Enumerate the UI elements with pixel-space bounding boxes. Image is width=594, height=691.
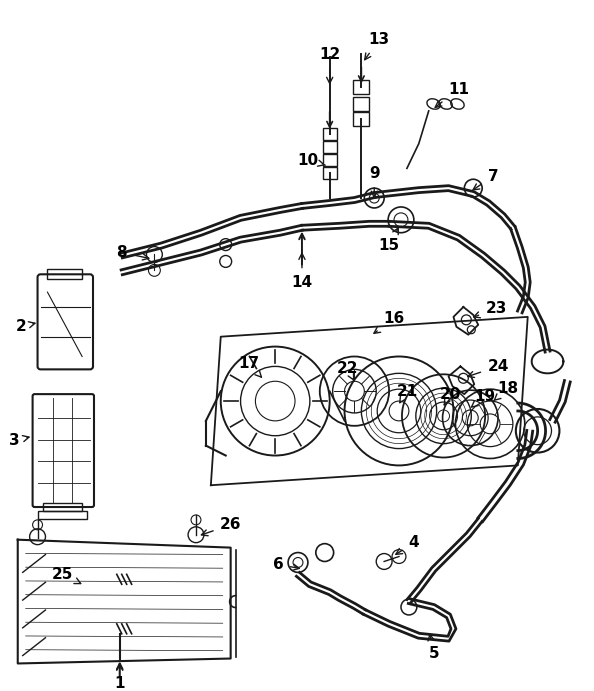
Text: 19: 19 [472, 388, 496, 407]
Text: 13: 13 [365, 32, 390, 59]
Text: 14: 14 [292, 254, 312, 290]
Text: 9: 9 [369, 166, 380, 198]
Text: 24: 24 [468, 359, 508, 377]
Text: 22: 22 [337, 361, 358, 380]
Bar [37, 511, 87, 519]
Text: 5: 5 [428, 634, 439, 661]
Text: 6: 6 [273, 557, 299, 572]
Text: 18: 18 [493, 381, 519, 401]
Bar [323, 140, 337, 153]
Text: 25: 25 [52, 567, 81, 584]
Bar [353, 80, 369, 94]
Text: 23: 23 [473, 301, 507, 318]
Text: 7: 7 [473, 169, 498, 190]
Text: 1: 1 [115, 664, 125, 691]
Bar [323, 167, 337, 179]
Text: 16: 16 [374, 312, 405, 333]
Text: 11: 11 [435, 82, 469, 107]
Bar [43, 503, 82, 511]
Text: 10: 10 [298, 153, 326, 168]
Text: 2: 2 [15, 319, 35, 334]
Text: 15: 15 [378, 228, 400, 253]
Text: 21: 21 [396, 384, 418, 403]
Text: 12: 12 [319, 47, 340, 84]
Bar [353, 112, 369, 126]
Bar [48, 269, 82, 279]
Bar [323, 155, 337, 167]
Text: 4: 4 [396, 535, 419, 554]
Text: 26: 26 [201, 518, 241, 536]
Text: 20: 20 [440, 387, 461, 405]
Text: 3: 3 [10, 433, 29, 448]
Bar [353, 97, 369, 111]
Text: 17: 17 [238, 356, 261, 377]
Bar [323, 128, 337, 140]
Text: 8: 8 [116, 245, 149, 260]
